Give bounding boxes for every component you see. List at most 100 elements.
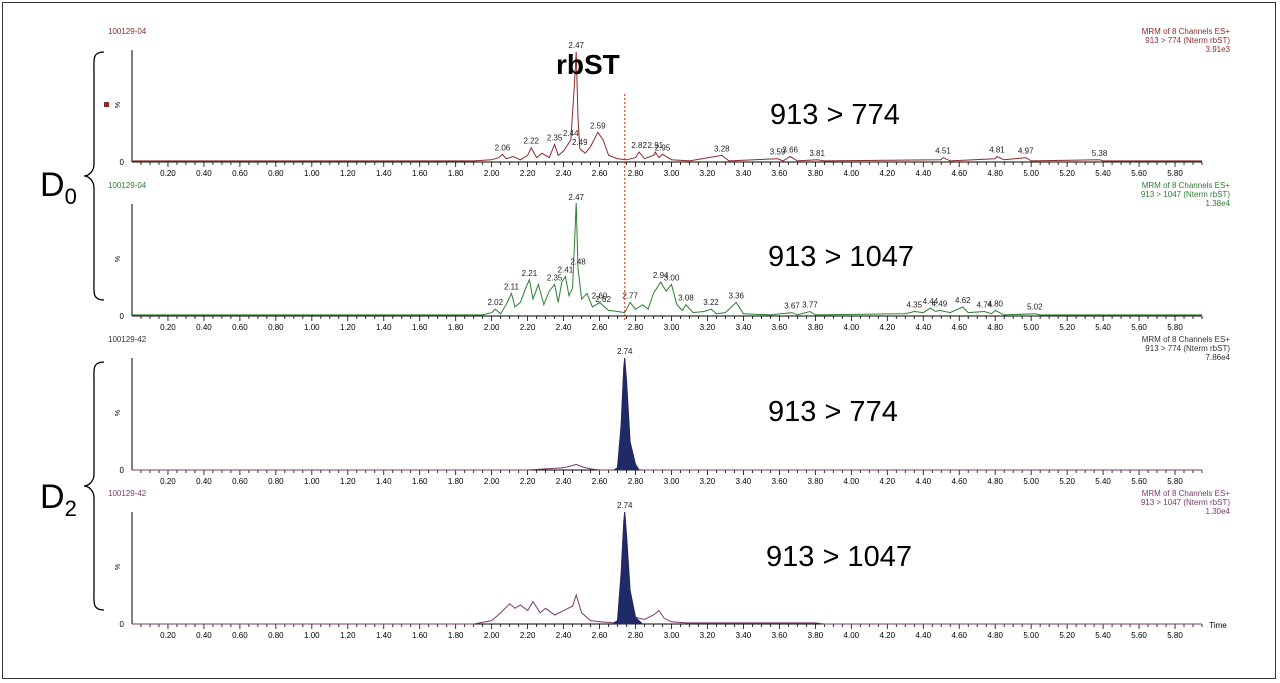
x-tick-label: 3.20	[700, 323, 716, 332]
y-axis-label: %	[115, 102, 122, 108]
x-tick-label: 0.80	[268, 477, 284, 486]
x-tick-label: 3.60	[772, 477, 788, 486]
x-tick-label: 5.20	[1059, 477, 1075, 486]
x-tick-label: 1.40	[376, 169, 392, 178]
x-tick-label: 5.80	[1167, 631, 1183, 640]
x-tick-label: 1.00	[304, 323, 320, 332]
peak-rt-label: 2.35	[547, 273, 563, 282]
x-tick-label: 5.00	[1023, 477, 1039, 486]
x-tick-label: 5.00	[1023, 169, 1039, 178]
x-tick-label: 3.00	[664, 477, 680, 486]
peak-rt-label: 3.08	[678, 294, 694, 303]
x-tick-label: 0.20	[160, 477, 176, 486]
peak-rt-label: 4.44	[923, 297, 939, 306]
channel-header-line: 913 > 774 (Nterm rbST)	[1145, 344, 1230, 353]
peak-rt-label: 2.47	[568, 193, 584, 202]
x-tick-label: 1.40	[376, 323, 392, 332]
x-tick-label: 2.00	[484, 477, 500, 486]
x-tick-label: 0.20	[160, 631, 176, 640]
peak-rt-label: 2.60	[592, 291, 608, 300]
peak-rt-label: 4.74	[977, 300, 993, 309]
x-tick-label: 4.20	[880, 323, 896, 332]
x-tick-label: 5.20	[1059, 631, 1075, 640]
x-tick-label: 4.40	[915, 323, 931, 332]
x-tick-label: 2.60	[592, 323, 608, 332]
peak-rt-label: 2.77	[622, 291, 638, 300]
channel-header-line: MRM of 8 Channels ES+	[1142, 489, 1231, 498]
x-tick-label: 5.60	[1131, 477, 1147, 486]
x-tick-label: 0.80	[268, 631, 284, 640]
x-tick-label: 5.20	[1059, 169, 1075, 178]
x-tick-label: 1.60	[412, 323, 428, 332]
x-tick-label: 5.40	[1095, 323, 1111, 332]
group-label: D0	[40, 166, 77, 209]
peak-rt-label: 3.66	[782, 146, 798, 155]
x-tick-label: 5.80	[1167, 477, 1183, 486]
x-tick-label: 0.80	[268, 169, 284, 178]
x-tick-label: 4.80	[987, 169, 1003, 178]
peak-rt-label: 4.62	[955, 296, 971, 305]
x-tick-label: 4.80	[987, 323, 1003, 332]
x-tick-label: 1.40	[376, 477, 392, 486]
channel-header-line: MRM of 8 Channels ES+	[1142, 335, 1231, 344]
x-tick-label: 2.20	[520, 323, 536, 332]
x-tick-label: 4.00	[844, 631, 860, 640]
x-tick-label: 0.40	[196, 323, 212, 332]
y-tick-label: 0	[120, 312, 125, 321]
x-tick-label: 1.80	[448, 169, 464, 178]
x-tick-label: 4.00	[844, 477, 860, 486]
x-tick-label: 3.20	[700, 169, 716, 178]
peak-rt-label: 2.06	[495, 143, 511, 152]
peak-rt-label: 2.47	[568, 41, 584, 50]
peak-rt-label: 3.36	[728, 291, 744, 300]
group-brace	[83, 361, 105, 611]
x-tick-label: 1.20	[340, 631, 356, 640]
sample-id: 100129-04	[108, 181, 147, 190]
chromatogram-trace	[132, 202, 1202, 316]
sample-id: 100129-42	[108, 335, 147, 344]
x-tick-label: 3.40	[736, 323, 752, 332]
x-tick-label: 0.60	[232, 169, 248, 178]
peak-rt-label: 4.35	[906, 300, 922, 309]
x-tick-label: 5.60	[1131, 631, 1147, 640]
trace-marker	[104, 102, 109, 107]
x-tick-label: 3.60	[772, 631, 788, 640]
x-tick-label: 0.80	[268, 323, 284, 332]
transition-label: 913 > 1047	[766, 541, 912, 573]
peak-rt-label: 2.44	[563, 129, 579, 138]
x-tick-label: 2.60	[592, 477, 608, 486]
x-tick-label: 1.00	[304, 477, 320, 486]
peak-rt-label: 2.48	[570, 258, 586, 267]
channel-header-line: 913 > 1047 (Nterm rbST)	[1141, 190, 1230, 199]
x-tick-label: 3.00	[664, 323, 680, 332]
peak-rt-label: 2.21	[522, 269, 538, 278]
peak-rt-label: 2.59	[590, 121, 606, 130]
peak-rt-label: 3.81	[809, 149, 825, 158]
peak-rt-label: 4.51	[935, 147, 951, 156]
x-tick-label: 2.60	[592, 631, 608, 640]
x-tick-label: 3.00	[664, 169, 680, 178]
x-tick-label: 5.80	[1167, 169, 1183, 178]
group-label: D2	[40, 478, 77, 521]
peak-rt-label: 3.77	[802, 300, 818, 309]
transition-label: 913 > 774	[768, 396, 898, 428]
channel-header-line: 7.86e4	[1206, 353, 1231, 362]
x-tick-label: 4.40	[915, 631, 931, 640]
compound-label: rbST	[556, 49, 620, 80]
x-tick-label: 2.40	[556, 631, 572, 640]
peak-rt-label: 4.81	[989, 146, 1005, 155]
x-tick-label: 2.80	[628, 323, 644, 332]
x-tick-label: 5.40	[1095, 169, 1111, 178]
x-tick-label: 1.20	[340, 323, 356, 332]
y-axis-label: %	[115, 256, 122, 262]
x-tick-label: 0.40	[196, 631, 212, 640]
x-tick-label: 2.60	[592, 169, 608, 178]
channel-header-line: 1.30e4	[1206, 507, 1231, 516]
x-tick-label: 4.80	[987, 631, 1003, 640]
channel-header-line: 1.38e4	[1206, 199, 1231, 208]
channel-header-line: 913 > 774 (Nterm rbST)	[1145, 36, 1230, 45]
x-tick-label: 3.40	[736, 477, 752, 486]
transition-label: 913 > 774	[770, 99, 900, 131]
